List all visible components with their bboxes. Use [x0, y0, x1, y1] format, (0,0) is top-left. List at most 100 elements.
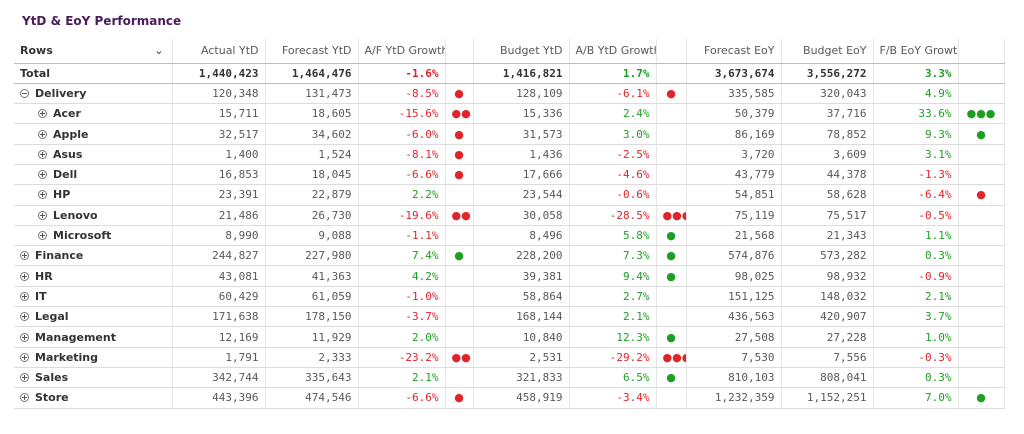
row-label-cell[interactable]: Marketing: [14, 347, 173, 368]
row-label-cell[interactable]: Microsoft: [14, 225, 173, 247]
table-row[interactable]: Asus 1,400 1,524 -8.1% ● 1,436 -2.5% 3,720 3,609…: [14, 144, 1005, 165]
col-header-fb-eoy-growth[interactable]: F/B EoY Growth: [873, 39, 959, 64]
cell-fb-growth: 0.3%: [873, 367, 959, 389]
cell-fb-growth: 2.1%: [873, 286, 959, 308]
expand-icon[interactable]: [20, 271, 29, 281]
cell-budget-ytd: 23,544: [473, 184, 570, 206]
cell-budget-ytd: 17,666: [473, 164, 570, 186]
expand-icon[interactable]: [20, 352, 29, 362]
chevron-down-icon[interactable]: ⌄: [154, 44, 164, 58]
row-label-cell[interactable]: Asus: [14, 144, 173, 165]
table-row[interactable]: Sales 342,744 335,643 2.1% 321,833 6.5% ● 810,1…: [14, 367, 1005, 389]
table-row[interactable]: Store 443,396 474,546 -6.6% ● 458,919 -3.4% 1,2…: [14, 387, 1005, 409]
cell-af-dots: ●: [445, 164, 474, 186]
col-header-ab-ytd-growth[interactable]: A/B YtD Growth: [569, 39, 657, 64]
row-label-cell[interactable]: Acer: [14, 103, 173, 125]
expand-icon[interactable]: [20, 332, 29, 342]
expand-icon[interactable]: [20, 251, 29, 261]
expand-icon[interactable]: [38, 210, 47, 220]
expand-icon[interactable]: [38, 149, 47, 159]
cell-fb-dots: [958, 205, 1005, 226]
cell-ab-dots: ●: [656, 225, 687, 247]
row-label: Acer: [53, 107, 81, 121]
cell-fb-growth: 3.7%: [873, 306, 959, 328]
row-label-cell[interactable]: Management: [14, 326, 173, 348]
row-label-cell[interactable]: Sales: [14, 367, 173, 389]
cell-budget-eoy: 27,228: [781, 326, 874, 348]
cell-forecast-eoy: 3,720: [686, 144, 782, 165]
cell-fb-dots: [958, 83, 1005, 105]
cell-ab-growth: 2.4%: [569, 103, 657, 125]
table-row[interactable]: Dell 16,853 18,045 -6.6% ● 17,666 -4.6% 43,779 4…: [14, 164, 1005, 186]
collapse-icon[interactable]: [20, 88, 29, 98]
cell-ab-dots: [656, 184, 687, 206]
rows-label: Rows: [20, 44, 53, 58]
table-row[interactable]: Management 12,169 11,929 2.0% 10,840 12.3% ● 27…: [14, 326, 1005, 348]
expand-icon[interactable]: [38, 231, 47, 241]
row-label-cell[interactable]: IT: [14, 286, 173, 308]
expand-icon[interactable]: [20, 373, 29, 383]
row-label-cell[interactable]: Store: [14, 387, 173, 409]
expand-icon[interactable]: [38, 109, 47, 119]
col-header-forecast-eoy[interactable]: Forecast EoY: [686, 39, 782, 64]
table-row[interactable]: Marketing 1,791 2,333 -23.2% ●● 2,531 -29.2% ●●…: [14, 347, 1005, 368]
total-budget-eoy: 3,556,272: [781, 63, 874, 84]
expand-icon[interactable]: [38, 129, 47, 139]
cell-actual-ytd: 120,348: [172, 83, 266, 105]
table-row[interactable]: HR 43,081 41,363 4.2% 39,381 9.4% ● 98,025 98,93…: [14, 265, 1005, 287]
table-row[interactable]: IT 60,429 61,059 -1.0% 58,864 2.7% 151,125 148,…: [14, 286, 1005, 308]
row-label-cell[interactable]: Dell: [14, 164, 173, 186]
cell-budget-ytd: 39,381: [473, 265, 570, 287]
cell-ab-dots: [656, 286, 687, 308]
table-row[interactable]: Finance 244,827 227,980 7.4% ● 228,200 7.3% ● 57…: [14, 245, 1005, 267]
table-row[interactable]: HP 23,391 22,879 2.2% 23,544 -0.6% 54,851 58,62…: [14, 184, 1005, 206]
row-label-cell[interactable]: Legal: [14, 306, 173, 328]
table-row[interactable]: Apple 32,517 34,602 -6.0% ● 31,573 3.0% 86,169 7…: [14, 123, 1005, 145]
cell-af-growth: -15.6%: [358, 103, 446, 125]
cell-budget-ytd: 31,573: [473, 123, 570, 145]
expand-icon[interactable]: [20, 393, 29, 403]
cell-ab-growth: -28.5%: [569, 205, 657, 226]
table-row[interactable]: Lenovo 21,486 26,730 -19.6% ●● 30,058 -28.5% ●●…: [14, 205, 1005, 226]
cell-actual-ytd: 60,429: [172, 286, 266, 308]
row-label-cell[interactable]: Lenovo: [14, 205, 173, 226]
row-label-cell[interactable]: Finance: [14, 245, 173, 267]
performance-table: Rows ⌄ Actual YtD Forecast YtD A/F YtD G…: [14, 39, 1005, 409]
cell-fb-dots: ●: [958, 123, 1005, 145]
cell-ab-dots: ●: [656, 367, 687, 389]
col-header-af-ytd-growth[interactable]: A/F YtD Growth: [358, 39, 446, 64]
expand-icon[interactable]: [20, 312, 29, 322]
cell-af-growth: -3.7%: [358, 306, 446, 328]
row-label: IT: [35, 289, 47, 303]
total-af-growth: -1.6%: [358, 63, 446, 84]
table-row[interactable]: Delivery 120,348 131,473 -8.5% ● 128,109 -6.1%…: [14, 83, 1005, 105]
expand-icon[interactable]: [20, 291, 29, 301]
cell-fb-growth: -0.5%: [873, 205, 959, 226]
col-header-budget-eoy[interactable]: Budget EoY: [781, 39, 874, 64]
table-row[interactable]: Acer 15,711 18,605 -15.6% ●● 15,336 2.4% 50,379…: [14, 103, 1005, 125]
cell-actual-ytd: 1,400: [172, 144, 266, 165]
col-header-budget-ytd[interactable]: Budget YtD: [473, 39, 570, 64]
row-label-cell[interactable]: Apple: [14, 123, 173, 145]
cell-af-dots: [445, 184, 474, 206]
cell-budget-ytd: 1,436: [473, 144, 570, 165]
col-header-forecast-ytd[interactable]: Forecast YtD: [265, 39, 359, 64]
expand-icon[interactable]: [38, 190, 47, 200]
col-header-actual-ytd[interactable]: Actual YtD: [172, 39, 266, 64]
table-row[interactable]: Microsoft 8,990 9,088 -1.1% 8,496 5.8% ● 21,568…: [14, 225, 1005, 247]
row-label-cell[interactable]: HR: [14, 265, 173, 287]
table-row[interactable]: Legal 171,638 178,150 -3.7% 168,144 2.1% 436,5…: [14, 306, 1005, 328]
row-label: Lenovo: [53, 208, 98, 222]
rows-header[interactable]: Rows ⌄: [14, 39, 173, 64]
expand-icon[interactable]: [38, 170, 47, 180]
cell-ab-dots: ●: [656, 245, 687, 267]
total-forecast-ytd: 1,464,476: [265, 63, 359, 84]
cell-fb-dots: [958, 265, 1005, 287]
cell-forecast-eoy: 335,585: [686, 83, 782, 105]
cell-ab-growth: -4.6%: [569, 164, 657, 186]
cell-ab-growth: 9.4%: [569, 265, 657, 287]
row-label-cell[interactable]: HP: [14, 184, 173, 206]
cell-fb-dots: [958, 326, 1005, 348]
cell-budget-ytd: 58,864: [473, 286, 570, 308]
row-label-cell[interactable]: Delivery: [14, 83, 173, 105]
